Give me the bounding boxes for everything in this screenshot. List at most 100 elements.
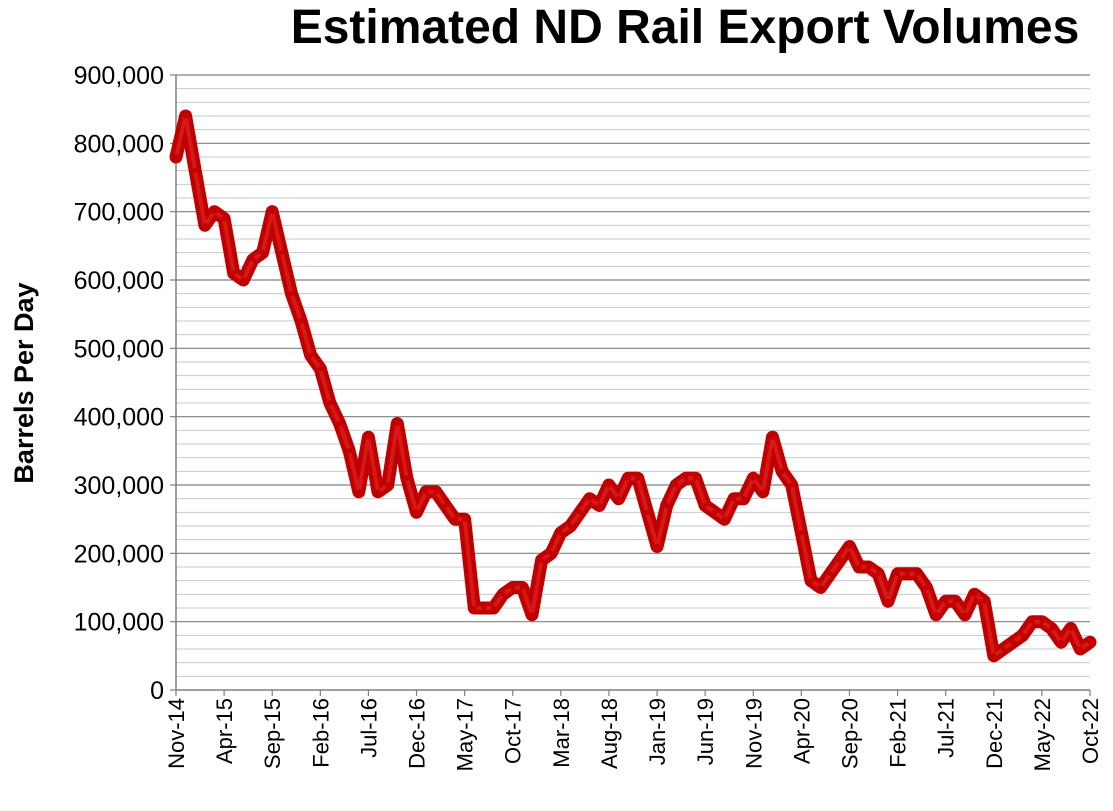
data-point bbox=[895, 571, 901, 577]
x-tick-label: Jul-16 bbox=[356, 698, 381, 758]
x-tick-label: Dec-21 bbox=[982, 698, 1007, 769]
data-point bbox=[837, 557, 843, 563]
data-point bbox=[952, 598, 958, 604]
data-point bbox=[356, 489, 362, 495]
data-point bbox=[414, 509, 420, 515]
data-point bbox=[471, 605, 477, 611]
data-point bbox=[308, 352, 314, 358]
data-point bbox=[202, 222, 208, 228]
data-point bbox=[279, 250, 285, 256]
x-tick-label: May-22 bbox=[1030, 698, 1055, 771]
data-point bbox=[481, 605, 487, 611]
x-tick-label: May-17 bbox=[453, 698, 478, 771]
data-point bbox=[577, 509, 583, 515]
y-tick-label: 500,000 bbox=[74, 335, 164, 363]
data-point bbox=[914, 571, 920, 577]
x-tick-label: Sep-20 bbox=[837, 698, 862, 769]
data-point bbox=[250, 257, 256, 262]
y-tick-labels: 0 100,000 200,000 300,000 400,000 500,000 600,… bbox=[74, 62, 164, 705]
data-point bbox=[731, 496, 737, 502]
x-tick-label: Jun-19 bbox=[693, 698, 718, 765]
data-point bbox=[442, 503, 448, 508]
series-lines bbox=[169, 109, 1097, 663]
y-tick-label: 800,000 bbox=[74, 130, 164, 158]
data-point bbox=[712, 509, 718, 515]
x-tick-label: Jan-19 bbox=[645, 698, 670, 765]
data-point bbox=[221, 216, 227, 221]
data-point bbox=[462, 516, 468, 522]
data-point bbox=[365, 434, 371, 440]
data-point bbox=[298, 318, 304, 324]
data-point bbox=[625, 475, 631, 481]
data-point bbox=[385, 482, 391, 488]
data-point bbox=[337, 421, 343, 426]
x-tick-label: Apr-20 bbox=[789, 698, 814, 764]
data-point bbox=[394, 421, 400, 426]
y-tick-label: 0 bbox=[150, 677, 164, 705]
data-point bbox=[991, 653, 997, 659]
data-point bbox=[260, 250, 266, 256]
data-point bbox=[923, 585, 929, 590]
series-line bbox=[169, 109, 1097, 663]
data-point bbox=[269, 209, 275, 215]
data-point bbox=[846, 544, 852, 549]
data-point bbox=[808, 578, 814, 584]
data-point bbox=[500, 591, 506, 597]
data-point bbox=[587, 496, 593, 502]
series-line-highlight bbox=[174, 114, 1092, 658]
data-point bbox=[741, 496, 747, 502]
data-point bbox=[1049, 626, 1055, 631]
data-point bbox=[981, 598, 987, 604]
data-point bbox=[1068, 626, 1074, 631]
data-point bbox=[798, 530, 804, 536]
data-point bbox=[288, 291, 294, 297]
data-point bbox=[231, 270, 237, 276]
y-tick-label: 200,000 bbox=[74, 540, 164, 568]
data-point bbox=[433, 489, 439, 495]
data-point bbox=[510, 585, 516, 590]
data-point bbox=[635, 475, 641, 481]
data-point bbox=[789, 482, 795, 488]
data-point bbox=[644, 509, 650, 515]
data-point bbox=[779, 468, 785, 474]
data-point bbox=[423, 489, 429, 495]
x-tick-label: Feb-21 bbox=[886, 698, 911, 768]
data-point bbox=[240, 277, 246, 283]
data-point bbox=[183, 113, 189, 119]
x-tick-label: Apr-15 bbox=[212, 698, 237, 764]
data-point bbox=[1000, 646, 1006, 652]
x-tick-labels: Nov-14 Apr-15 Sep-15 Feb-16 Jul-16 Dec-16 May-… bbox=[164, 698, 1103, 771]
data-point bbox=[346, 448, 352, 454]
data-point bbox=[750, 475, 756, 481]
data-point bbox=[818, 585, 824, 590]
data-point bbox=[770, 434, 776, 440]
x-tick-label: Nov-19 bbox=[741, 698, 766, 769]
chart-title: Estimated ND Rail Export Volumes bbox=[290, 1, 1080, 54]
data-point bbox=[192, 168, 198, 174]
data-point bbox=[452, 516, 458, 522]
y-tick-label: 600,000 bbox=[74, 267, 164, 295]
data-point bbox=[721, 516, 727, 522]
x-tick-label: Mar-18 bbox=[549, 698, 574, 768]
x-tick-label: Oct-17 bbox=[501, 698, 526, 764]
data-point bbox=[904, 571, 910, 577]
data-point bbox=[885, 598, 891, 604]
y-tick-label: 400,000 bbox=[74, 404, 164, 432]
y-tick-label: 700,000 bbox=[74, 199, 164, 227]
data-point bbox=[567, 523, 573, 529]
x-tick-label: Feb-16 bbox=[308, 698, 333, 768]
data-point bbox=[539, 557, 545, 563]
data-point bbox=[654, 544, 660, 549]
data-point bbox=[529, 612, 535, 618]
x-tick-label: Dec-16 bbox=[405, 698, 430, 769]
data-point bbox=[972, 591, 978, 597]
data-point bbox=[664, 503, 670, 508]
x-tick-label: Jul-21 bbox=[934, 698, 959, 758]
data-point bbox=[548, 550, 554, 556]
data-point bbox=[943, 598, 949, 604]
data-point bbox=[1029, 619, 1035, 625]
data-point bbox=[866, 564, 872, 570]
y-tick-label: 100,000 bbox=[74, 609, 164, 637]
y-tick-label: 900,000 bbox=[74, 62, 164, 90]
data-point bbox=[1077, 646, 1083, 652]
